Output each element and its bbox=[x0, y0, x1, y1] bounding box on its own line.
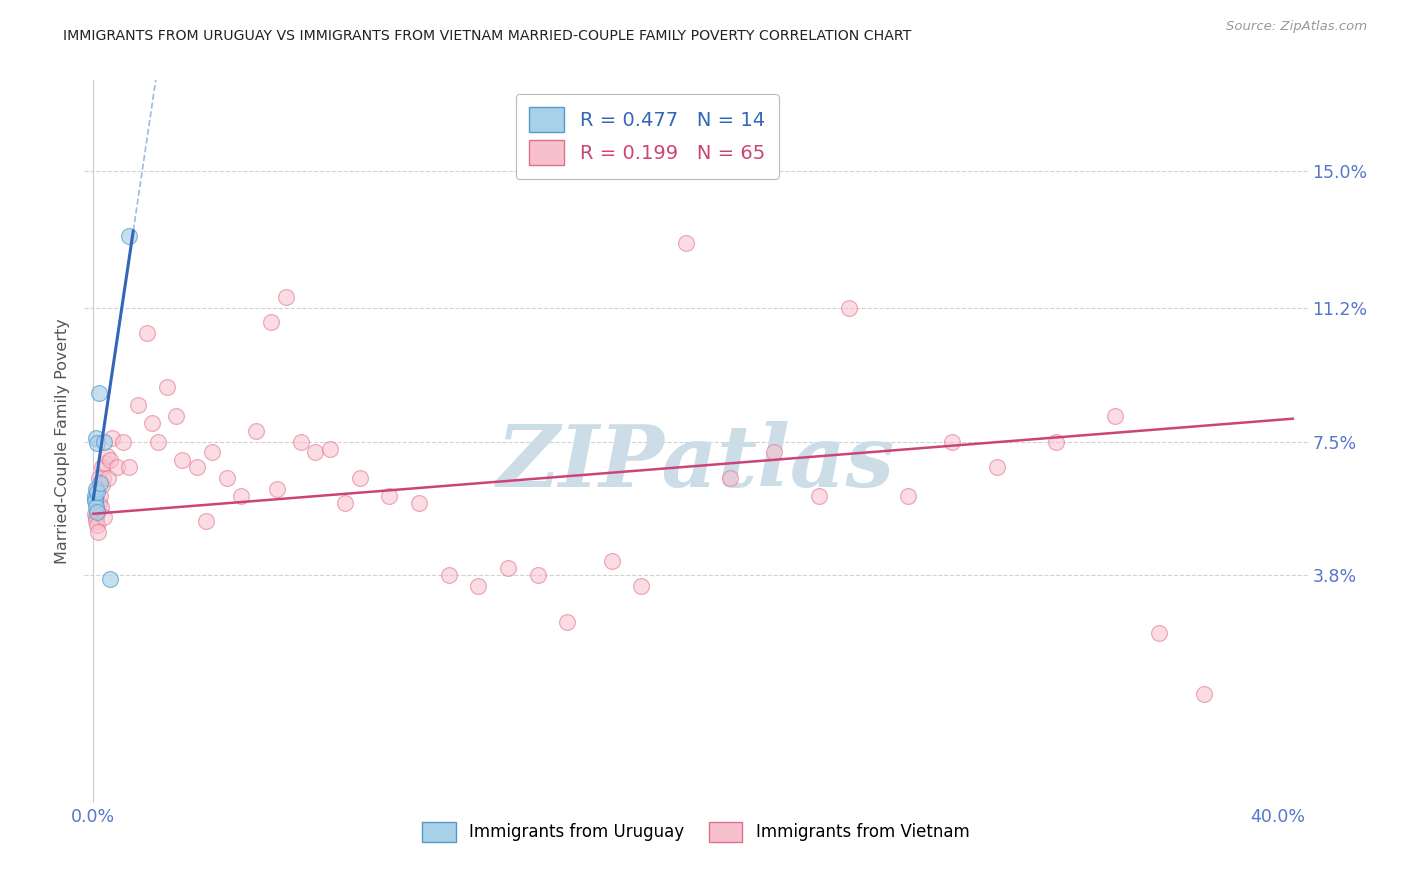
Point bbox=[260, 315, 283, 329]
Point bbox=[555, 615, 578, 630]
Text: ZIPatlas: ZIPatlas bbox=[496, 421, 896, 505]
Point bbox=[94, 456, 117, 470]
Point bbox=[87, 471, 110, 485]
Point bbox=[201, 445, 224, 459]
Point bbox=[84, 510, 107, 524]
Point bbox=[437, 568, 460, 582]
Point bbox=[172, 452, 194, 467]
Point bbox=[837, 301, 859, 315]
Point bbox=[231, 489, 253, 503]
Point bbox=[84, 514, 107, 528]
Point bbox=[1192, 687, 1215, 701]
Point bbox=[101, 431, 124, 445]
Point bbox=[96, 449, 118, 463]
Point bbox=[986, 459, 1008, 474]
Point bbox=[941, 434, 963, 449]
Y-axis label: Married-Couple Family Poverty: Married-Couple Family Poverty bbox=[55, 318, 70, 565]
Point bbox=[378, 489, 401, 503]
Point bbox=[496, 561, 519, 575]
Point bbox=[90, 500, 112, 514]
Point bbox=[266, 482, 288, 496]
Point bbox=[245, 424, 267, 438]
Point bbox=[84, 431, 107, 445]
Point bbox=[165, 409, 187, 424]
Point bbox=[156, 380, 179, 394]
Point bbox=[93, 510, 115, 524]
Point bbox=[89, 496, 111, 510]
Point bbox=[84, 500, 107, 514]
Point bbox=[304, 445, 326, 459]
Point bbox=[600, 554, 623, 568]
Point bbox=[148, 434, 170, 449]
Point bbox=[135, 326, 157, 341]
Point bbox=[194, 514, 217, 528]
Point bbox=[86, 503, 108, 517]
Point bbox=[118, 228, 141, 243]
Point bbox=[215, 471, 238, 485]
Point bbox=[118, 459, 141, 474]
Point bbox=[274, 290, 297, 304]
Point bbox=[526, 568, 548, 582]
Point bbox=[630, 579, 652, 593]
Point bbox=[86, 436, 108, 450]
Point bbox=[1045, 434, 1067, 449]
Point bbox=[319, 442, 342, 456]
Legend: Immigrants from Uruguay, Immigrants from Vietnam: Immigrants from Uruguay, Immigrants from… bbox=[416, 815, 976, 848]
Point bbox=[127, 398, 149, 412]
Point bbox=[90, 478, 112, 492]
Point bbox=[807, 489, 830, 503]
Point bbox=[86, 485, 108, 500]
Text: IMMIGRANTS FROM URUGUAY VS IMMIGRANTS FROM VIETNAM MARRIED-COUPLE FAMILY POVERTY: IMMIGRANTS FROM URUGUAY VS IMMIGRANTS FR… bbox=[63, 29, 911, 43]
Point bbox=[98, 572, 121, 586]
Point bbox=[1104, 409, 1126, 424]
Text: Source: ZipAtlas.com: Source: ZipAtlas.com bbox=[1226, 20, 1367, 33]
Point bbox=[91, 459, 114, 474]
Point bbox=[89, 489, 111, 503]
Point bbox=[97, 471, 120, 485]
Point bbox=[111, 434, 134, 449]
Point bbox=[408, 496, 430, 510]
Point bbox=[93, 434, 115, 449]
Point bbox=[349, 471, 371, 485]
Point bbox=[763, 445, 786, 459]
Point bbox=[718, 471, 741, 485]
Point bbox=[897, 489, 920, 503]
Point bbox=[333, 496, 356, 510]
Point bbox=[84, 494, 107, 508]
Point bbox=[675, 235, 697, 250]
Point bbox=[89, 476, 111, 491]
Point bbox=[141, 417, 163, 431]
Point bbox=[87, 524, 110, 539]
Point bbox=[98, 452, 121, 467]
Point bbox=[83, 507, 105, 521]
Point bbox=[86, 505, 108, 519]
Point bbox=[83, 492, 105, 507]
Point bbox=[1149, 626, 1171, 640]
Point bbox=[84, 489, 107, 503]
Point bbox=[186, 459, 208, 474]
Point bbox=[290, 434, 312, 449]
Point bbox=[467, 579, 489, 593]
Point bbox=[86, 517, 108, 532]
Point bbox=[87, 385, 110, 400]
Point bbox=[91, 471, 114, 485]
Point bbox=[105, 459, 128, 474]
Point bbox=[84, 482, 107, 496]
